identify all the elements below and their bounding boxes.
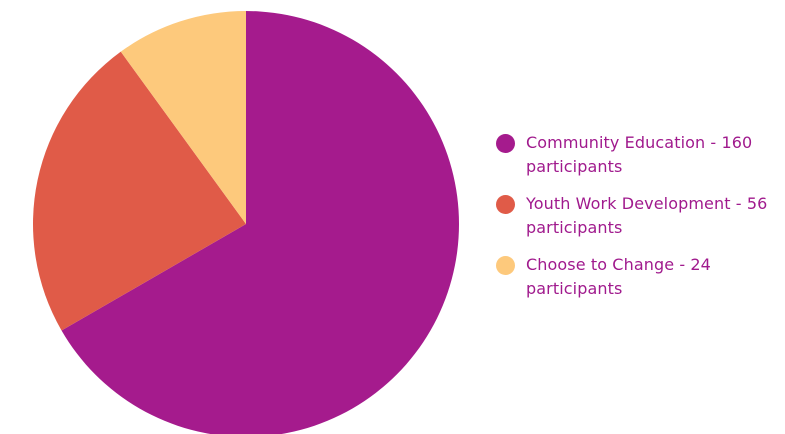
pie-slice-choose-to-change — [120, 10, 246, 224]
pie-slice-youth-work-development — [32, 51, 246, 331]
legend-swatch-youth-work-development — [496, 195, 515, 214]
chart-legend: Community Education - 160 participants Y… — [496, 131, 781, 314]
pie-slice-community-education — [61, 11, 459, 434]
legend-swatch-community-education — [496, 134, 515, 153]
legend-item-choose-to-change: Choose to Change - 24 participants — [496, 253, 781, 301]
legend-item-community-education: Community Education - 160 participants — [496, 131, 781, 179]
legend-item-youth-work-development: Youth Work Development - 56 participants — [496, 192, 781, 240]
legend-label-youth-work-development: Youth Work Development - 56 participants — [526, 194, 768, 237]
legend-swatch-choose-to-change — [496, 256, 515, 275]
legend-label-choose-to-change: Choose to Change - 24 participants — [526, 255, 711, 298]
legend-label-community-education: Community Education - 160 participants — [526, 133, 753, 176]
